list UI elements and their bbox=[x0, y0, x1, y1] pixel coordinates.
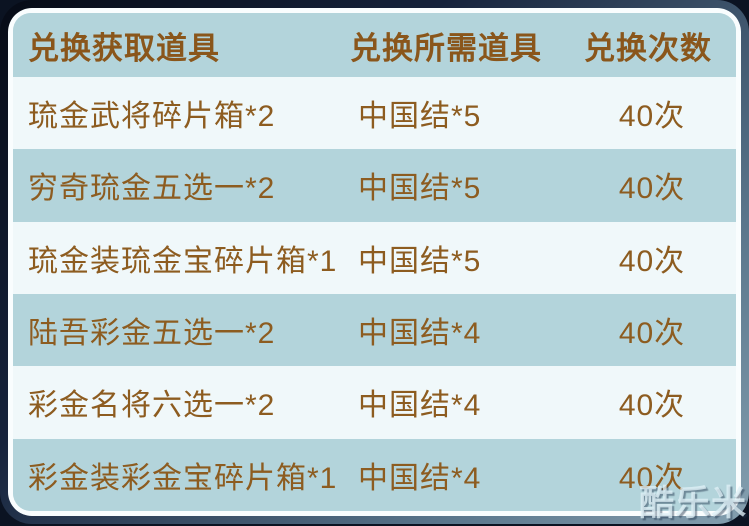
row-cost-item: 中国结*4 bbox=[358, 308, 568, 352]
row-exchange-count: 40次 bbox=[568, 453, 736, 497]
row-obtain-item: 陆吾彩金五选一*2 bbox=[13, 308, 358, 352]
row-cost-item: 中国结*4 bbox=[358, 380, 568, 424]
row-exchange-count: 40次 bbox=[568, 236, 736, 280]
row-cost-item: 中国结*5 bbox=[358, 163, 568, 207]
row-obtain-item: 穷奇琉金五选一*2 bbox=[13, 163, 358, 207]
row-exchange-count: 40次 bbox=[568, 163, 736, 207]
row-obtain-item: 琉金武将碎片箱*2 bbox=[13, 91, 358, 135]
row-exchange-count: 40次 bbox=[568, 308, 736, 352]
table-row: 彩金装彩金宝碎片箱*1 中国结*4 40次 bbox=[13, 439, 736, 511]
table-header-row: 兑换获取道具 兑换所需道具 兑换次数 bbox=[13, 13, 736, 77]
row-cost-item: 中国结*4 bbox=[358, 453, 568, 497]
table-row: 琉金装琉金宝碎片箱*1 中国结*5 40次 bbox=[13, 222, 736, 294]
table-row: 陆吾彩金五选一*2 中国结*4 40次 bbox=[13, 294, 736, 366]
table-body: 琉金武将碎片箱*2 中国结*5 40次 穷奇琉金五选一*2 中国结*5 40次 … bbox=[13, 77, 736, 511]
row-obtain-item: 彩金名将六选一*2 bbox=[13, 380, 358, 424]
row-exchange-count: 40次 bbox=[568, 91, 736, 135]
row-cost-item: 中国结*5 bbox=[358, 236, 568, 280]
row-obtain-item: 彩金装彩金宝碎片箱*1 bbox=[13, 453, 358, 497]
row-cost-item: 中国结*5 bbox=[358, 91, 568, 135]
table-row: 琉金武将碎片箱*2 中国结*5 40次 bbox=[13, 77, 736, 149]
table-row: 彩金名将六选一*2 中国结*4 40次 bbox=[13, 366, 736, 438]
table-row: 穷奇琉金五选一*2 中国结*5 40次 bbox=[13, 149, 736, 221]
row-exchange-count: 40次 bbox=[568, 380, 736, 424]
header-exchange-count: 兑换次数 bbox=[560, 23, 736, 68]
header-obtain-item: 兑换获取道具 bbox=[13, 23, 358, 68]
row-obtain-item: 琉金装琉金宝碎片箱*1 bbox=[13, 236, 358, 280]
panel-inner-border: 兑换获取道具 兑换所需道具 兑换次数 琉金武将碎片箱*2 中国结*5 40次 穷… bbox=[8, 8, 741, 516]
header-cost-item: 兑换所需道具 bbox=[350, 23, 560, 68]
exchange-table: 兑换获取道具 兑换所需道具 兑换次数 琉金武将碎片箱*2 中国结*5 40次 穷… bbox=[13, 13, 736, 511]
